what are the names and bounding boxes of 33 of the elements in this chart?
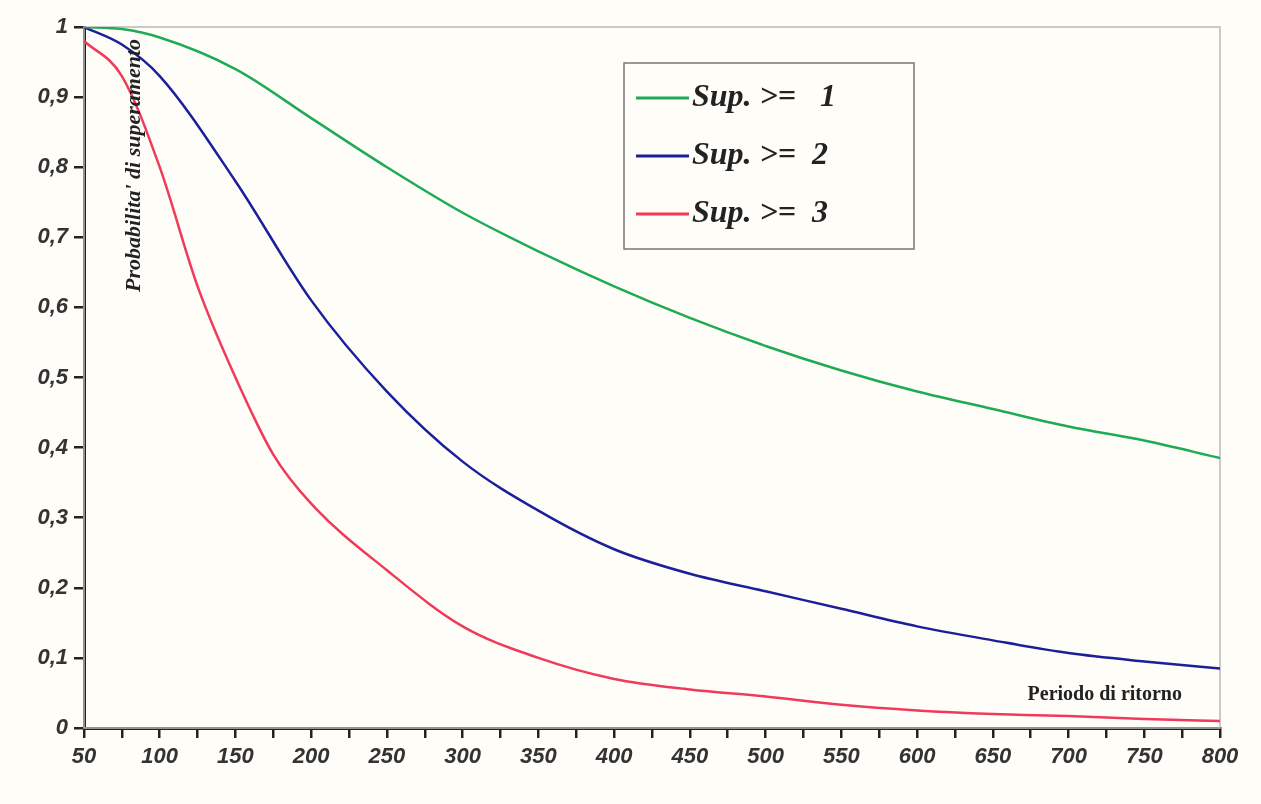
y-tick-label: 1 bbox=[55, 13, 68, 39]
x-axis-title: Periodo di ritorno bbox=[1027, 682, 1182, 705]
line-series bbox=[84, 27, 1220, 460]
x-tick-label: 300 bbox=[444, 743, 482, 769]
x-tick-label: 700 bbox=[1050, 743, 1088, 769]
x-tick-label: 450 bbox=[670, 743, 709, 769]
x-tick-label: 800 bbox=[1201, 743, 1240, 769]
y-tick-label: 0,1 bbox=[37, 643, 68, 669]
y-tick-label: 0,3 bbox=[37, 503, 68, 529]
x-tick-label: 350 bbox=[520, 743, 558, 769]
x-tick-label: 500 bbox=[747, 743, 785, 769]
x-tick-label: 200 bbox=[291, 743, 331, 769]
x-tick-label: 100 bbox=[141, 743, 179, 769]
y-tick-label: 0 bbox=[55, 714, 69, 740]
legend-label: Sup. >= 1 bbox=[692, 77, 837, 114]
legend-label: Sup. >= 3 bbox=[692, 193, 829, 230]
legend-label: Sup. >= 2 bbox=[692, 135, 829, 172]
y-tick-label: 0,2 bbox=[37, 573, 69, 599]
x-tick-label: 650 bbox=[974, 743, 1012, 769]
y-tick-label: 0,6 bbox=[37, 293, 69, 319]
y-axis-title: Probabilita' di superamento bbox=[119, 39, 145, 294]
x-tick-label: 150 bbox=[217, 743, 255, 769]
x-tick-label: 600 bbox=[898, 743, 937, 769]
y-tick-label: 0,5 bbox=[37, 363, 69, 389]
x-tick-label: 550 bbox=[822, 743, 861, 769]
x-tick-label: 250 bbox=[367, 743, 407, 769]
y-tick-label: 0,8 bbox=[37, 153, 69, 179]
x-tick-label: 750 bbox=[1125, 743, 1164, 769]
y-tick-label: 0,9 bbox=[37, 83, 69, 109]
y-tick-label: 0,7 bbox=[37, 223, 70, 249]
x-tick-label: 400 bbox=[594, 743, 634, 769]
y-tick-label: 0,4 bbox=[37, 433, 68, 459]
x-tick-label: 50 bbox=[71, 743, 97, 769]
